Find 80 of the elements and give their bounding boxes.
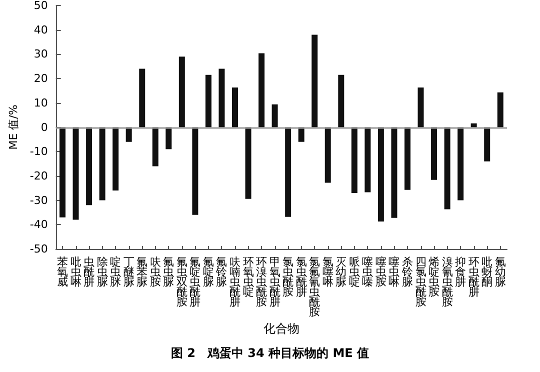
bar (72, 127, 79, 220)
bar (166, 127, 172, 150)
bar (285, 127, 292, 217)
y-tick-label: 20 (34, 72, 48, 86)
x-tick-label: 四氯虫酰胺 (415, 256, 426, 308)
bar (192, 127, 198, 215)
bar (338, 74, 344, 128)
x-tick-label: 氟虫脲 (163, 256, 174, 288)
bar (351, 127, 358, 193)
y-tick-label: 50 (34, 0, 48, 12)
bar (470, 123, 477, 128)
bar (232, 88, 238, 128)
y-tick-label: -50 (30, 242, 48, 256)
x-tick-label: 氟铃脲 (215, 256, 228, 288)
bar (272, 104, 278, 128)
x-axis-title: 化合物 (263, 321, 300, 336)
x-tick-label: 除虫脲 (96, 256, 108, 288)
bar (364, 127, 371, 192)
bar (99, 127, 106, 200)
y-tick-label: -40 (30, 218, 48, 232)
x-tick-label: 哌虫啶 (348, 256, 360, 288)
y-tick-label: -30 (30, 194, 48, 207)
x-tick-label: 啶虫脒 (110, 256, 122, 288)
y-tick-label: 40 (34, 23, 48, 36)
x-tick-label: 吡虫啉 (70, 256, 82, 288)
text: 图 2 鸡蛋中 34 种目标物的 ME 值 (170, 346, 370, 360)
bar (112, 127, 119, 191)
bar (418, 88, 424, 128)
x-tick-label: 环虫酰肼 (468, 256, 480, 298)
bar (378, 127, 384, 222)
bar (178, 56, 185, 128)
x-tick-label: 丁醚脲 (123, 256, 134, 288)
x-tick-label: 抑食肼 (455, 256, 466, 288)
y-tick-label: 10 (34, 96, 48, 110)
bar (60, 127, 66, 218)
x-tick-label: 氟苯脲 (136, 256, 148, 288)
bar (258, 53, 265, 128)
bar (444, 127, 450, 210)
x-tick-label: 氯氟氰虫酰胺 (309, 256, 320, 318)
bar (86, 127, 92, 206)
bar (391, 127, 398, 218)
bar (218, 68, 225, 128)
x-tick-label: 噻虫嗪 (362, 256, 374, 288)
x-tick-label: 甲氧虫酰肼 (269, 256, 280, 308)
bar (458, 127, 464, 200)
bar (152, 127, 158, 166)
x-tick-label: 苯氧威 (57, 256, 68, 288)
x-tick-label: 氯虫酰肼 (296, 256, 307, 298)
y-axis-title: ME 值/% (7, 104, 20, 150)
x-tick-label: 氟虫双酰胺 (176, 256, 188, 308)
x-tick-label: 噻虫啉 (388, 256, 400, 288)
x-tick-label: 氯虫酰胺 (282, 256, 294, 298)
x-tick-label: 氟啶脲 (202, 256, 214, 288)
x-tick-label: 氟啶虫酰肼 (190, 256, 201, 308)
bar (497, 92, 504, 128)
x-tick-label: 溴氰虫酰胺 (442, 256, 453, 308)
y-tick-label: 0 (40, 120, 48, 134)
x-tick-label: 杀铃脲 (400, 256, 413, 288)
y-tick-label: -20 (30, 169, 48, 182)
x-tick-label: 环氧虫啶 (242, 256, 254, 298)
bar (431, 127, 438, 180)
x-tick-label: 灭幼脲 (336, 256, 347, 288)
x-tick-label: 呋虫胺 (150, 256, 161, 288)
bar (324, 127, 331, 183)
x-tick-label: 虫酰肼 (84, 256, 95, 288)
x-tick-label: 烯啶虫胺 (428, 256, 440, 298)
x-tick-label: 吡蚜酮 (482, 256, 493, 288)
bar (205, 74, 212, 128)
x-tick-label: 氟幼脲 (494, 256, 506, 288)
x-tick-label: 噻虫胺 (375, 256, 386, 288)
bar (245, 127, 252, 199)
x-tick-label: 环溴虫酰胺 (256, 256, 268, 308)
bar (139, 68, 146, 128)
bar (484, 127, 490, 162)
x-tick-label: 氯噻啉 (322, 256, 334, 288)
x-tick-label: 呋喃虫酰肼 (229, 256, 240, 308)
bar (312, 34, 318, 128)
y-tick-label: -10 (30, 145, 48, 158)
y-tick-label: 30 (34, 48, 48, 61)
bar (404, 127, 410, 190)
